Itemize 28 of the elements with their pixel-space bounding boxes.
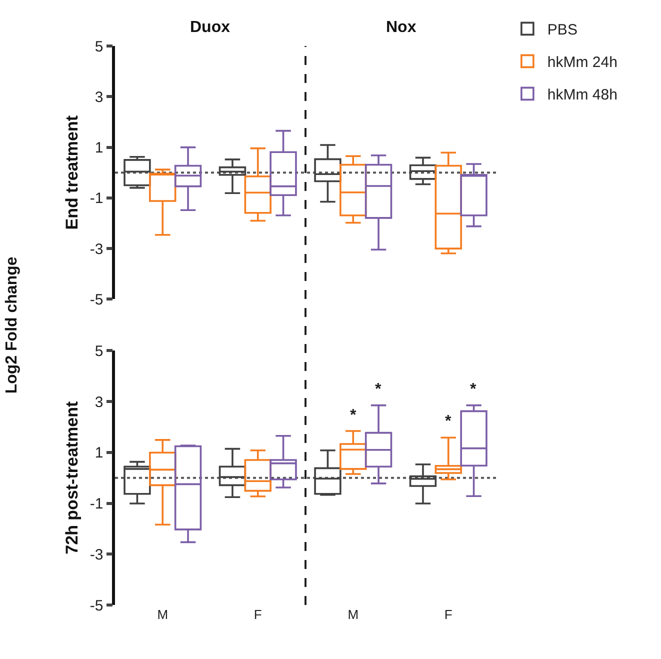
y-axis-title: 72h post-treatment (62, 400, 82, 554)
text: Nox (386, 19, 416, 36)
y-tick-label: -1 (90, 190, 104, 208)
text: Duox (190, 19, 230, 36)
annotation: * (470, 381, 477, 398)
y-axis-title: End treatment (62, 115, 82, 230)
x-tick-label: F (254, 607, 262, 622)
y-tick-label: -3 (90, 240, 104, 258)
y-tick-label: 1 (94, 140, 104, 157)
legend-label: hkMm 24h (547, 54, 618, 72)
text: Log2 Fold change (4, 256, 21, 394)
y-tick-label: 3 (94, 394, 104, 411)
annotation: * (350, 407, 357, 424)
annotation: * (375, 381, 382, 398)
x-tick-label: F (444, 607, 452, 622)
y-tick-label: -1 (90, 496, 104, 513)
annotation: * (445, 413, 452, 430)
y-tick-label: 1 (94, 444, 104, 462)
y-tick-label: -5 (90, 291, 104, 308)
x-tick-label: M (157, 607, 168, 622)
legend-label: PBS (547, 22, 578, 39)
x-tick-label: M (348, 607, 359, 622)
y-tick-label: -5 (90, 597, 104, 614)
y-tick-label: 3 (94, 88, 104, 106)
y-tick-label: 5 (94, 342, 104, 360)
legend-label: hkMm 48h (547, 86, 618, 104)
y-tick-label: 5 (94, 38, 104, 56)
y-tick-label: -3 (90, 546, 104, 564)
